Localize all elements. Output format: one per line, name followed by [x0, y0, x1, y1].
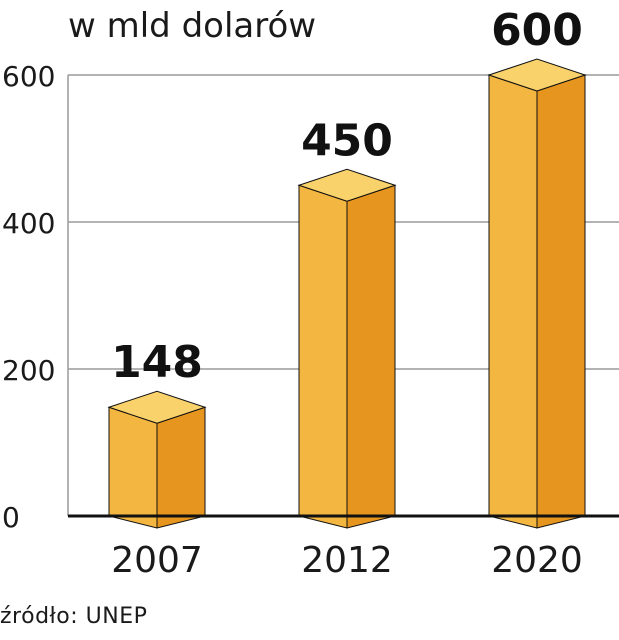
bar-2007 — [107, 390, 207, 529]
bar-side-face — [536, 74, 586, 529]
y-tick-label: 600 — [2, 60, 55, 93]
source-note: źródło: UNEP — [0, 604, 148, 629]
y-tick-label: 0 — [2, 501, 20, 534]
bar-top-face — [487, 58, 587, 92]
bar-front-face — [298, 184, 348, 529]
bar-side-face — [346, 184, 396, 529]
bar-front-face — [488, 74, 538, 529]
y-tick-label: 200 — [2, 354, 55, 387]
bar-side-face — [156, 406, 206, 529]
bar-top-face — [297, 168, 397, 202]
x-axis-ticks: 2007 2012 2020 — [111, 540, 583, 581]
data-label: 600 — [491, 5, 583, 56]
bar-top-face — [107, 390, 207, 424]
x-tick-label: 2012 — [301, 540, 393, 581]
data-label: 450 — [301, 115, 393, 166]
x-tick-label: 2020 — [491, 540, 583, 581]
bar-2020 — [487, 58, 587, 529]
x-tick-label: 2007 — [111, 540, 203, 581]
y-axis-ticks: 0 200 400 600 — [2, 60, 55, 534]
bars — [107, 58, 587, 529]
bar-front-face — [108, 406, 158, 529]
y-tick-label: 400 — [2, 207, 55, 240]
data-labels: 148 450 600 — [111, 5, 583, 388]
data-label: 148 — [111, 337, 203, 388]
bar-2012 — [297, 168, 397, 529]
unit-label: w mld dolarów — [68, 6, 317, 46]
